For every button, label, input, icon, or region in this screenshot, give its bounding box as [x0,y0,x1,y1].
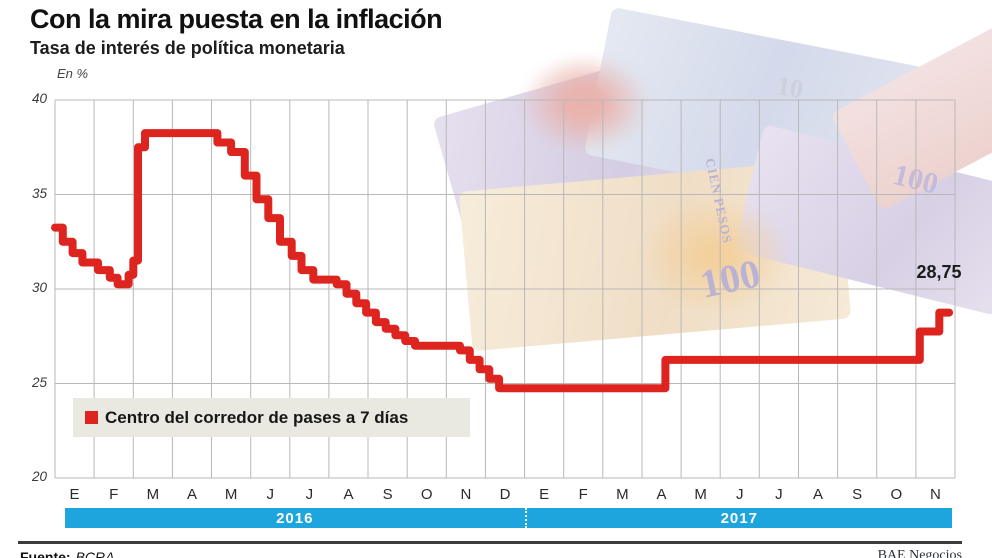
x-axis-month-label: E [69,486,80,503]
banknote-shape [432,36,758,249]
y-axis-tick-label: 35 [31,185,47,201]
banknote-shape [583,6,937,218]
x-axis-month-label: J [736,486,744,503]
x-axis-month-label: A [186,486,197,503]
x-axis-month-label: M [146,486,160,503]
x-axis-month-label: S [382,486,393,503]
x-axis-month-label: M [694,486,707,503]
banknote-shape [458,158,852,352]
source-label: Fuente: [20,549,71,558]
x-axis-month-label: J [775,486,783,503]
y-axis-unit-label: En % [57,66,89,81]
footer-divider [18,541,962,544]
y-axis-tick-label: 20 [31,469,47,484]
x-axis-month-label: O [420,486,433,503]
x-axis-month-label: N [930,486,941,503]
x-axis-month-label: A [813,486,824,503]
x-axis-month-label: D [499,486,511,503]
credit-note: BAE Negocios [877,548,962,558]
legend: Centro del corredor de pases a 7 días [73,398,470,437]
banknote-denomination-text: 100 [889,158,942,201]
source-note: Fuente: BCRA [20,549,114,558]
x-axis-month-label: J [305,486,314,503]
year-label: 2017 [720,509,758,527]
legend-marker [85,411,98,424]
banknote-denomination-text: CIEN PESOS [702,156,736,245]
year-bar-2017: 2017 [524,508,952,528]
year-label: 2016 [276,509,314,527]
y-axis-tick-label: 30 [31,280,47,295]
x-axis-month-label: S [852,486,863,503]
banknote-shape [830,24,992,212]
page-title: Con la mira puesta en la inflación [30,4,443,34]
x-axis-month-label: E [539,486,550,503]
legend-label: Centro del corredor de pases a 7 días [105,407,409,427]
banknote-shape [733,124,992,316]
x-axis-month-label: A [656,486,667,503]
banknotes-background-image: 100 100 10 CIEN PESOS [425,6,992,352]
y-axis-tick-label: 40 [31,91,47,106]
banknote-blotch [640,195,790,315]
y-axis-tick-label: 25 [31,374,47,390]
rate-step-line [51,129,954,393]
banknote-blotch [520,53,650,153]
x-axis-month-label: F [578,486,588,503]
x-axis-month-label: J [266,486,274,503]
x-axis-month-label: O [890,486,903,503]
banknote-denomination-text: 100 [695,250,765,307]
x-axis-month-label: F [109,486,119,503]
chart-subtitle: Tasa de interés de política monetaria [30,38,345,58]
x-axis-month-label: N [460,486,472,503]
last-value-annotation: 28,75 [916,262,962,282]
x-axis-month-label: M [616,486,629,503]
x-axis-month-label: M [224,486,238,503]
banknote-denomination-text: 10 [774,70,806,105]
x-axis-month-label: A [343,486,354,503]
year-bar-2016: 2016 [65,508,525,528]
source-value: BCRA [75,549,115,558]
